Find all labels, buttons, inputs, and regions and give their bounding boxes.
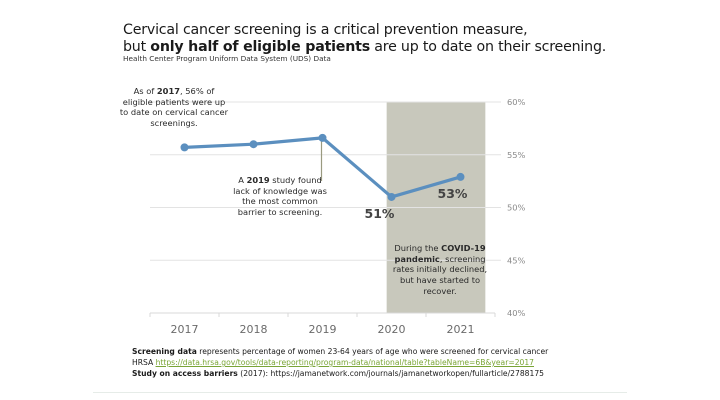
chart-subtitle: Health Center Program Uniform Data Syste… (123, 54, 331, 63)
annotation-covid: During the COVID-19 pandemic, screening … (392, 243, 488, 296)
data-label-2021: 53% (438, 186, 468, 201)
title-emphasis: only half of eligible patients (150, 39, 370, 55)
y-tick-label: 40% (507, 308, 526, 318)
annotation-2017: As of 2017, 56% of eligible patients wer… (119, 86, 229, 129)
footnote-hrsa-source: HRSA https://data.hrsa.gov/tools/data-re… (132, 358, 535, 367)
y-tick-label: 60% (507, 97, 526, 107)
x-tick-label: 2020 (378, 323, 406, 336)
data-point-2019 (318, 133, 327, 142)
annotation-2019-study: A 2019 study found lack of knowledge was… (233, 175, 327, 218)
y-tick-label: 45% (507, 255, 526, 265)
data-point-2020 (387, 192, 396, 201)
data-label-2020: 51% (365, 206, 395, 221)
data-point-2021 (456, 172, 465, 181)
footnote-study-barriers: Study on access barriers (2017): https:/… (132, 369, 544, 378)
x-tick-label: 2017 (171, 323, 199, 336)
x-tick-label: 2021 (447, 323, 475, 336)
chart-title: Cervical cancer screening is a critical … (123, 22, 606, 56)
title-line-2: but only half of eligible patients are u… (123, 39, 607, 55)
data-point-2017 (180, 143, 189, 152)
y-tick-label: 50% (507, 203, 526, 213)
data-point-2018 (249, 140, 258, 149)
footnote-screening-data: Screening data represents percentage of … (132, 347, 549, 356)
x-tick-label: 2018 (240, 323, 268, 336)
title-line-1: Cervical cancer screening is a critical … (123, 22, 528, 38)
bottom-divider (93, 392, 627, 393)
x-tick-label: 2019 (309, 323, 337, 336)
y-tick-label: 55% (507, 150, 526, 160)
hrsa-source-link[interactable]: https://data.hrsa.gov/tools/data-reporti… (155, 358, 535, 367)
